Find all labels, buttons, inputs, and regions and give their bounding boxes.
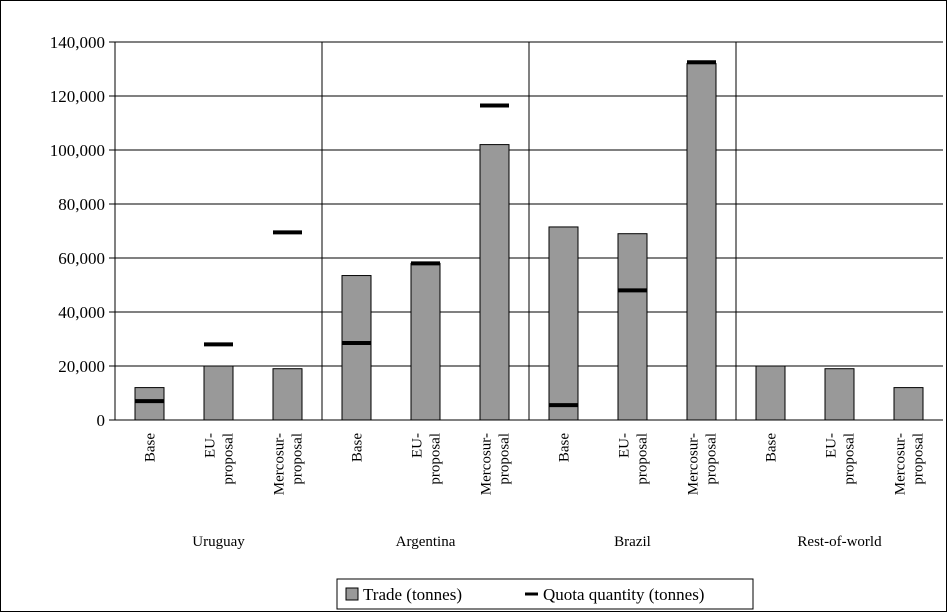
legend-box	[336, 578, 754, 610]
x-tick-label: proposal	[635, 433, 651, 485]
x-tick-label: proposal	[911, 433, 927, 485]
x-tick-label: proposal	[704, 433, 720, 485]
trade-bar	[272, 368, 303, 421]
x-tick-label: Mercosur-	[479, 433, 495, 495]
x-tick-label: proposal	[842, 433, 858, 485]
x-tick-label: EU-	[824, 433, 840, 458]
y-tick-label: 120,000	[50, 87, 105, 106]
x-tick-label: EU-	[617, 433, 633, 458]
x-tick-label: proposal	[221, 433, 237, 485]
x-tick-label: EU-	[410, 433, 426, 458]
x-tick-label: Base	[350, 433, 366, 463]
y-tick-label: 60,000	[58, 249, 105, 268]
group-dividers	[321, 42, 737, 420]
group-label: Rest-of-world	[797, 534, 882, 550]
trade-bar	[548, 226, 579, 421]
x-tick-label: EU-	[203, 433, 219, 458]
legend-swatch-trade	[345, 587, 359, 601]
trade-bar	[341, 275, 372, 421]
trade-bar	[824, 368, 855, 421]
group-label: Uruguay	[192, 534, 245, 550]
legend: Trade (tonnes) Quota quantity (tonnes)	[336, 578, 754, 610]
y-tick-label: 20,000	[58, 357, 105, 376]
trade-bar	[686, 63, 717, 421]
x-tick-label: Base	[764, 433, 780, 463]
x-tick-labels: Base EU-proposal Mercosur-proposal Base EU-p…	[143, 433, 927, 496]
y-tick-label: 80,000	[58, 195, 105, 214]
x-tick-label: Base	[557, 433, 573, 463]
y-tick-label: 140,000	[50, 33, 105, 52]
x-tick-label: Mercosur-	[686, 433, 702, 495]
group-label: Brazil	[614, 534, 651, 550]
x-tick-label: proposal	[290, 433, 306, 485]
y-tick-label: 40,000	[58, 303, 105, 322]
trade-bar	[203, 365, 234, 421]
legend-label-trade: Trade (tonnes)	[363, 585, 462, 604]
y-tick-label: 0	[97, 411, 106, 430]
quota-markers	[135, 60, 716, 408]
y-tick-labels: 0 20,000 40,000 60,000 80,000 100,000 120,000 1…	[50, 33, 105, 430]
y-tick-label: 100,000	[50, 141, 105, 160]
group-label: Argentina	[396, 534, 456, 550]
x-tick-label: Mercosur-	[272, 433, 288, 495]
x-tick-label: Base	[143, 433, 159, 463]
x-tick-label: proposal	[428, 433, 444, 485]
trade-bar	[617, 233, 648, 421]
legend-label-quota: Quota quantity (tonnes)	[543, 585, 704, 604]
x-tick-label: Mercosur-	[893, 433, 909, 495]
trade-bar	[893, 387, 924, 421]
trade-bar	[479, 144, 510, 421]
group-labels: Uruguay Argentina Brazil Rest-of-world	[192, 534, 882, 550]
trade-bar	[410, 262, 441, 421]
trade-bar	[755, 365, 786, 421]
x-tick-label: proposal	[497, 433, 513, 485]
trade-bar	[134, 387, 165, 421]
axes	[109, 41, 943, 421]
